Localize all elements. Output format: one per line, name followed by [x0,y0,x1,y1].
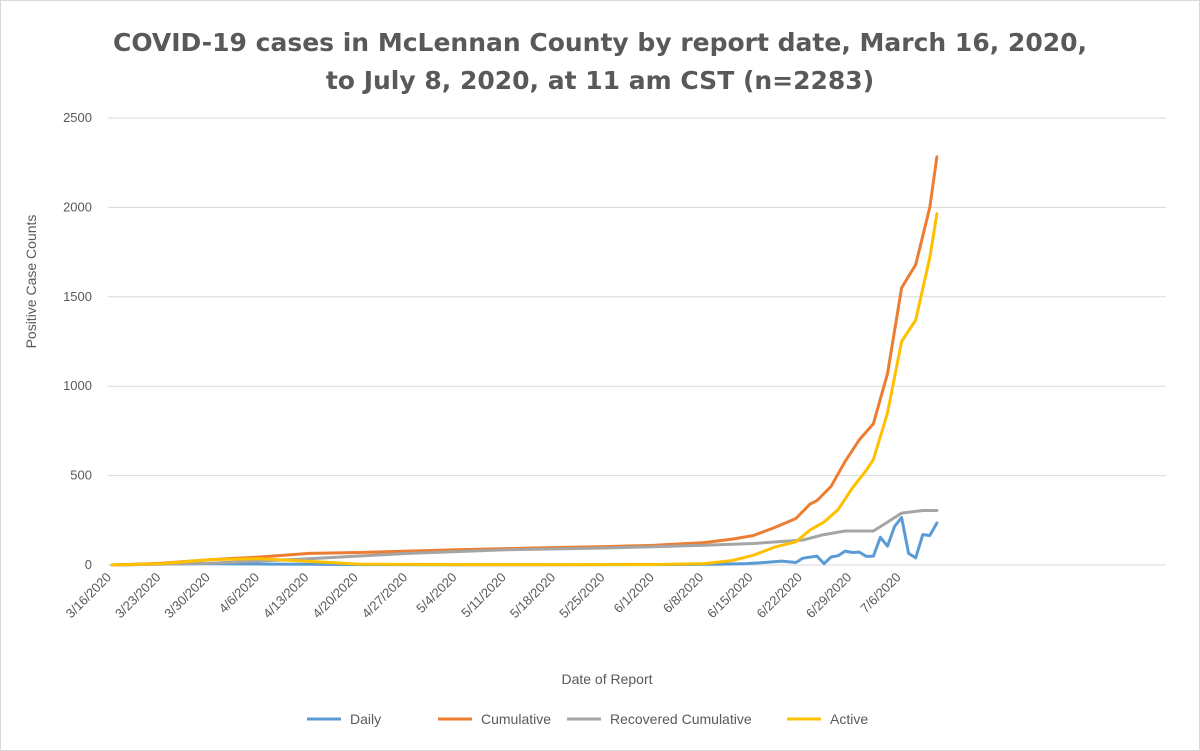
y-axis-ticks: 0 500 1000 1500 2000 2500 [63,110,92,572]
y-tick-label: 2000 [63,199,92,214]
chart-title-line-1: COVID-19 cases in McLennan County by rep… [112,28,1088,57]
legend-label: Active [830,711,868,727]
series-lines [110,155,939,567]
series-line-recovered-cumulative [110,509,939,567]
x-tick-label: 5/11/2020 [458,570,509,621]
y-tick-label: 1000 [63,378,92,393]
legend-label: Recovered Cumulative [610,711,752,727]
x-tick-label: 3/30/2020 [161,570,213,622]
x-tick-label: 6/15/2020 [704,570,756,622]
series-line-daily [110,516,939,567]
x-tick-label: 4/6/2020 [216,570,262,616]
x-tick-label: 3/23/2020 [112,570,164,622]
x-tick-label: 6/29/2020 [803,570,855,622]
x-tick-label: 6/22/2020 [754,570,806,622]
gridlines [108,117,1166,477]
x-tick-label: 6/8/2020 [660,570,706,616]
y-axis-label: Positive Case Counts [23,215,39,349]
x-tick-label: 5/4/2020 [413,570,459,616]
legend-label: Daily [350,711,381,727]
y-tick-label: 500 [70,468,92,483]
x-tick-label: 5/18/2020 [507,570,559,622]
x-tick-label: 6/1/2020 [611,570,657,616]
x-tick-label: 4/13/2020 [260,570,312,622]
x-tick-label: 5/25/2020 [556,570,608,622]
series-line-cumulative [110,155,939,567]
y-tick-label: 0 [85,557,92,572]
x-tick-label: 4/27/2020 [359,570,411,622]
x-tick-label: 4/20/2020 [309,570,361,622]
chart-title: COVID-19 cases in McLennan County by rep… [0,24,1200,100]
y-tick-label: 1500 [63,289,92,304]
chart-title-line-2: to July 8, 2020, at 11 am CST (n=2283) [325,66,875,95]
legend: Daily Cumulative Recovered Cumulative Activ… [307,711,868,727]
legend-label: Cumulative [481,711,551,727]
x-tick-label: 7/6/2020 [857,570,903,616]
x-tick-label: 3/16/2020 [63,570,115,622]
series-line-active [110,212,939,567]
x-axis-label: Date of Report [561,671,652,687]
y-tick-label: 2500 [63,110,92,125]
